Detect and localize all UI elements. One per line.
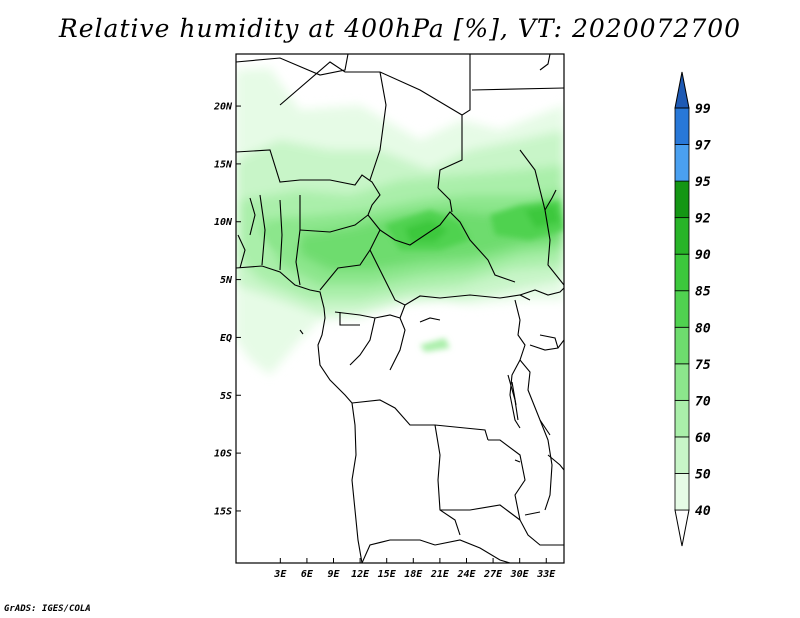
- lon-tick-label: 27E: [483, 569, 503, 580]
- lon-tick-label: 24E: [456, 569, 476, 580]
- lon-tick-label: 18E: [404, 569, 423, 580]
- map-frame: [235, 53, 565, 564]
- colorbar-segment: [674, 290, 690, 328]
- colorbar-segment: [674, 436, 690, 474]
- colorbar-segment: [674, 399, 690, 438]
- colorbar-label: 95: [695, 175, 711, 190]
- lon-tick-label: 12E: [351, 569, 370, 580]
- longitude-axis: 3E 6E 9E 12E 15E 18E 21E 24E 27E 30E 33E: [273, 558, 556, 580]
- colorbar-segment: [674, 326, 690, 365]
- country-borders: [236, 54, 564, 563]
- lat-tick-label: EQ: [220, 333, 232, 344]
- lat-tick-label: 10S: [214, 449, 232, 460]
- colorbar-label: 40: [695, 504, 711, 519]
- colorbar-segment: [674, 107, 690, 145]
- credit-label: GrADS: IGES/COLA: [4, 604, 91, 614]
- colorbar-segment: [674, 473, 690, 511]
- lon-tick-label: 9E: [327, 569, 340, 580]
- colorbar-label: 70: [695, 394, 711, 409]
- colorbar-segment: [674, 180, 690, 219]
- humidity-field: [236, 68, 564, 375]
- colorbar-segment: [674, 253, 690, 292]
- lat-tick-label: 15N: [214, 159, 233, 170]
- lon-tick-label: 15E: [378, 569, 397, 580]
- colorbar-label: 80: [695, 321, 711, 336]
- lon-tick-label: 21E: [430, 569, 450, 580]
- latitude-axis: 20N 15N 10N 5N EQ 5S 10S 15S: [213, 102, 241, 517]
- lat-tick-label: 10N: [214, 217, 233, 228]
- lon-tick-label: 30E: [510, 569, 530, 580]
- lat-tick-label: 5S: [220, 391, 232, 402]
- colorbar-segment: [674, 363, 690, 401]
- lat-tick-label: 15S: [214, 506, 232, 517]
- colorbar-label: 60: [695, 431, 711, 446]
- colorbar-under-triangle: [674, 509, 690, 547]
- lon-tick-label: 33E: [536, 569, 556, 580]
- colorbar-label: 92: [695, 212, 711, 227]
- lon-tick-label: 6E: [301, 569, 314, 580]
- colorbar-segment: [674, 217, 690, 255]
- lat-tick-label: 20N: [213, 102, 233, 113]
- colorbar-label: 97: [695, 139, 711, 154]
- colorbar: 40 50 60 70 75 80 85 90 92 95 97 99: [674, 71, 711, 547]
- colorbar-label: 90: [695, 248, 711, 263]
- colorbar-label: 50: [695, 467, 711, 482]
- colorbar-label: 75: [695, 358, 711, 373]
- colorbar-segment: [674, 144, 690, 182]
- colorbar-over-triangle: [674, 71, 690, 109]
- lat-tick-label: 5N: [220, 275, 233, 286]
- colorbar-label: 99: [695, 102, 711, 117]
- lon-tick-label: 3E: [273, 569, 287, 580]
- map-title: Relative humidity at 400hPa [%], VT: 202…: [58, 14, 742, 43]
- colorbar-label: 85: [695, 285, 711, 300]
